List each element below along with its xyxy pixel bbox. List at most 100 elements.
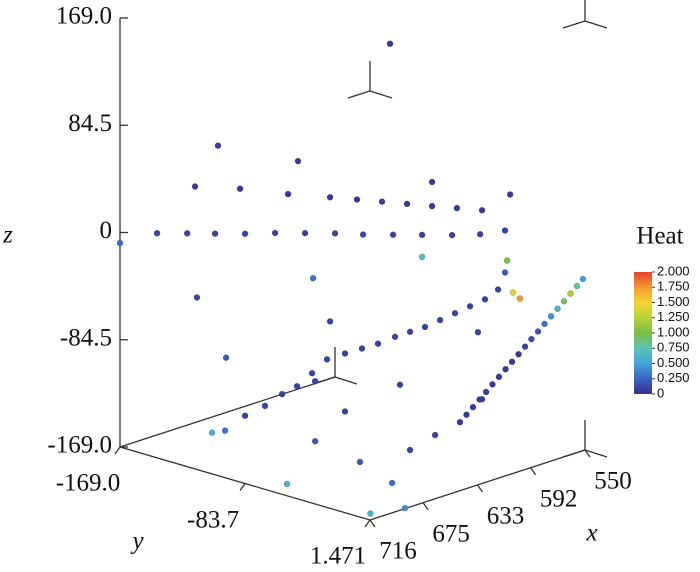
x-tick <box>476 484 484 493</box>
corner-mark <box>584 449 608 458</box>
data-point <box>391 333 399 341</box>
data-point <box>421 323 429 331</box>
z-tick-label: 169.0 <box>56 3 112 30</box>
data-point <box>560 298 568 305</box>
corner-mark <box>562 449 586 458</box>
data-point <box>341 350 349 357</box>
x-tick <box>530 467 537 476</box>
data-point <box>284 190 292 198</box>
data-point <box>474 329 482 336</box>
data-point <box>241 412 249 420</box>
data-point <box>579 275 587 283</box>
data-point <box>406 328 414 336</box>
data-point <box>214 142 222 149</box>
z-tick-label: 0 <box>100 217 113 244</box>
data-point <box>294 157 302 165</box>
data-point <box>236 185 244 192</box>
data-point <box>521 343 529 350</box>
x-tick <box>369 519 376 528</box>
data-point <box>359 231 367 238</box>
data-point <box>436 316 444 324</box>
data-point <box>403 200 411 208</box>
data-point <box>278 390 286 398</box>
y-axis-title: y <box>129 528 144 555</box>
data-point <box>211 230 219 237</box>
colorbar-tick-label: 1.750 <box>657 279 690 294</box>
data-point <box>573 282 581 290</box>
z-axis-title: z <box>2 222 13 249</box>
colorbar-tick-label: 0 <box>657 385 664 400</box>
data-point <box>358 345 366 352</box>
data-point <box>456 419 464 426</box>
colorbar-tick-label: 2.000 <box>657 263 690 278</box>
data-point <box>495 373 503 381</box>
x-tick <box>584 449 591 458</box>
data-point <box>353 196 361 203</box>
data-point <box>396 381 404 389</box>
data-point <box>221 427 229 434</box>
corner-mark <box>347 90 371 99</box>
data-point <box>323 356 331 363</box>
data-point <box>418 253 426 261</box>
corner-mark <box>584 20 608 29</box>
data-point <box>222 354 230 361</box>
z-tick-label: 84.5 <box>68 110 112 137</box>
data-point <box>453 204 461 212</box>
data-point <box>503 257 511 264</box>
y-tick <box>364 519 371 528</box>
colorbar-tick-label: 0.250 <box>657 370 690 385</box>
data-point <box>208 429 216 436</box>
y-tick <box>239 483 246 491</box>
data-point <box>308 369 316 377</box>
colorbar-title: Heat <box>636 223 683 250</box>
data-point <box>388 479 396 487</box>
data-point <box>554 305 561 313</box>
data-point <box>183 230 191 237</box>
floor-edge <box>119 376 336 448</box>
x-tick-label: 633 <box>487 503 525 530</box>
data-point <box>331 230 339 237</box>
data-point <box>367 510 374 517</box>
data-point <box>326 194 334 201</box>
data-point <box>326 318 334 325</box>
data-point <box>476 396 483 403</box>
data-point <box>431 431 439 439</box>
data-point <box>428 178 436 186</box>
data-point <box>516 295 524 302</box>
data-point <box>541 320 548 328</box>
data-point <box>451 309 459 317</box>
data-point <box>378 198 386 205</box>
data-point <box>469 403 477 411</box>
data-point <box>448 231 456 239</box>
data-point <box>515 350 522 358</box>
data-point <box>509 289 517 296</box>
data-point <box>293 382 301 390</box>
data-point <box>283 480 291 488</box>
data-point <box>528 335 535 343</box>
corner-mark <box>562 20 586 29</box>
z-tick-label: -84.5 <box>60 324 112 351</box>
data-point <box>501 227 509 234</box>
data-point <box>271 229 279 237</box>
x-tick-label: 592 <box>540 485 578 512</box>
colorbar-tick-label: 0.750 <box>657 340 690 355</box>
data-point <box>301 229 309 237</box>
data-point <box>356 458 364 466</box>
corner-mark <box>369 90 393 99</box>
data-point <box>341 408 349 415</box>
colorbar-tick-label: 1.250 <box>657 309 690 324</box>
data-point <box>466 303 474 310</box>
y-tick-label: -83.7 <box>187 506 239 533</box>
x-tick-label: 716 <box>379 538 417 565</box>
y-tick <box>114 446 121 455</box>
data-point <box>191 183 199 190</box>
colorbar: 00.2500.5000.7501.0001.2501.5001.7502.00… <box>634 263 690 400</box>
z-tick-label: -169.0 <box>47 432 112 459</box>
y-tick-label: -169.0 <box>56 470 121 497</box>
data-point <box>481 296 489 303</box>
x-tick-label: 675 <box>432 520 470 547</box>
data-point <box>406 446 414 454</box>
data-point <box>463 411 470 418</box>
data-point <box>153 230 161 237</box>
